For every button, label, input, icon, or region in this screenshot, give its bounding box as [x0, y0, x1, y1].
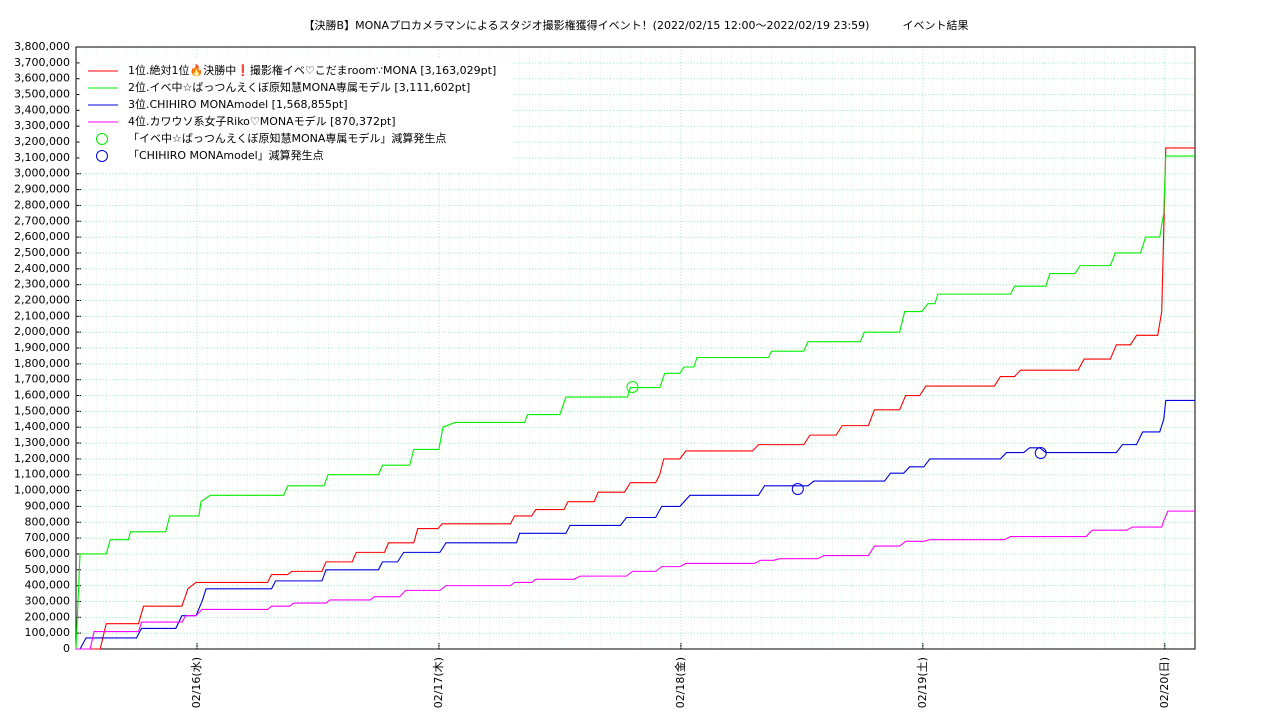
y-tick-label: 500,000	[25, 563, 71, 576]
y-tick-label: 2,200,000	[14, 293, 70, 306]
legend-box	[80, 58, 512, 172]
series-line	[76, 147, 1195, 650]
marker-point	[626, 380, 639, 393]
y-tick-label: 3,400,000	[14, 103, 70, 116]
x-tick-label: 02/16(水)	[190, 657, 203, 708]
y-tick-label: 2,300,000	[14, 278, 70, 291]
y-tick-label: 3,700,000	[14, 56, 70, 69]
legend-label: 3位.CHIHIRO MONAmodel [1,568,855pt]	[128, 97, 348, 111]
y-tick-label: 2,700,000	[14, 214, 70, 227]
plot-frame	[75, 46, 1196, 650]
y-tick-label: 2,400,000	[14, 262, 70, 275]
y-tick-label: 1,000,000	[14, 484, 70, 497]
y-tick-label: 600,000	[25, 547, 71, 560]
y-tick-label: 1,700,000	[14, 373, 70, 386]
y-tick-label: 100,000	[25, 626, 71, 639]
series-line	[75, 155, 1195, 650]
y-tick-label: 3,200,000	[14, 135, 70, 148]
y-tick-label: 1,400,000	[14, 420, 70, 433]
y-tick-label: 400,000	[25, 579, 71, 592]
legend-label: 4位.カワウソ系女子Riko♡MONAモデル [870,372pt]	[128, 114, 396, 128]
legend-label: 2位.イベ中☆ばっつんえくぼ原知慧MONA専属モデル [3,111,602pt]	[128, 80, 470, 94]
y-tick-label: 3,000,000	[14, 167, 70, 180]
chart-title: 【決勝B】MONAプロカメラマンによるスタジオ撮影権獲得イベント！(2022/0…	[304, 18, 969, 32]
y-tick-label: 3,800,000	[14, 40, 70, 53]
x-tick-label: 02/19(土)	[916, 657, 929, 708]
y-tick-label: 1,600,000	[14, 389, 70, 402]
y-tick-label: 0	[63, 642, 70, 655]
series-line	[76, 510, 1195, 650]
legend-marker	[96, 133, 108, 145]
y-tick-label: 1,300,000	[14, 436, 70, 449]
y-tick-label: 700,000	[25, 531, 71, 544]
marker-point	[791, 482, 804, 495]
x-tick-label: 02/20(日)	[1158, 657, 1171, 708]
y-tick-label: 2,900,000	[14, 183, 70, 196]
x-tick-label: 02/18(金)	[673, 657, 687, 708]
legend-label: 1位.絶対1位🔥決勝中❗撮影権イベ♡こだまroom∵MONA [3,163,02…	[128, 63, 496, 77]
series-line	[76, 399, 1195, 650]
y-tick-label: 3,500,000	[14, 88, 70, 101]
y-tick-label: 3,100,000	[14, 151, 70, 164]
y-tick-label: 2,800,000	[14, 198, 70, 211]
y-tick-label: 300,000	[25, 594, 71, 607]
y-tick-label: 2,000,000	[14, 325, 70, 338]
x-tick-label: 02/17(木)	[432, 657, 445, 708]
y-tick-label: 1,200,000	[14, 452, 70, 465]
legend-label: 「イベ中☆ばっつんえくぼ原知慧MONA専属モデル」減算発生点	[128, 131, 446, 145]
y-tick-label: 1,500,000	[14, 404, 70, 417]
y-tick-label: 2,500,000	[14, 246, 70, 259]
y-tick-label: 1,900,000	[14, 341, 70, 354]
y-tick-label: 2,600,000	[14, 230, 70, 243]
y-tick-label: 200,000	[25, 610, 71, 623]
y-tick-label: 800,000	[25, 515, 71, 528]
legend-marker	[96, 150, 108, 162]
y-tick-label: 3,300,000	[14, 119, 70, 132]
y-tick-label: 3,600,000	[14, 72, 70, 85]
y-tick-label: 2,100,000	[14, 309, 70, 322]
marker-point	[1034, 447, 1047, 460]
legend-label: 「CHIHIRO MONAmodel」減算発生点	[128, 148, 324, 162]
y-tick-label: 1,800,000	[14, 357, 70, 370]
legend: 1位.絶対1位🔥決勝中❗撮影権イベ♡こだまroom∵MONA [3,163,02…	[80, 58, 512, 172]
y-tick-label: 900,000	[25, 499, 71, 512]
y-tick-label: 1,100,000	[14, 468, 70, 481]
